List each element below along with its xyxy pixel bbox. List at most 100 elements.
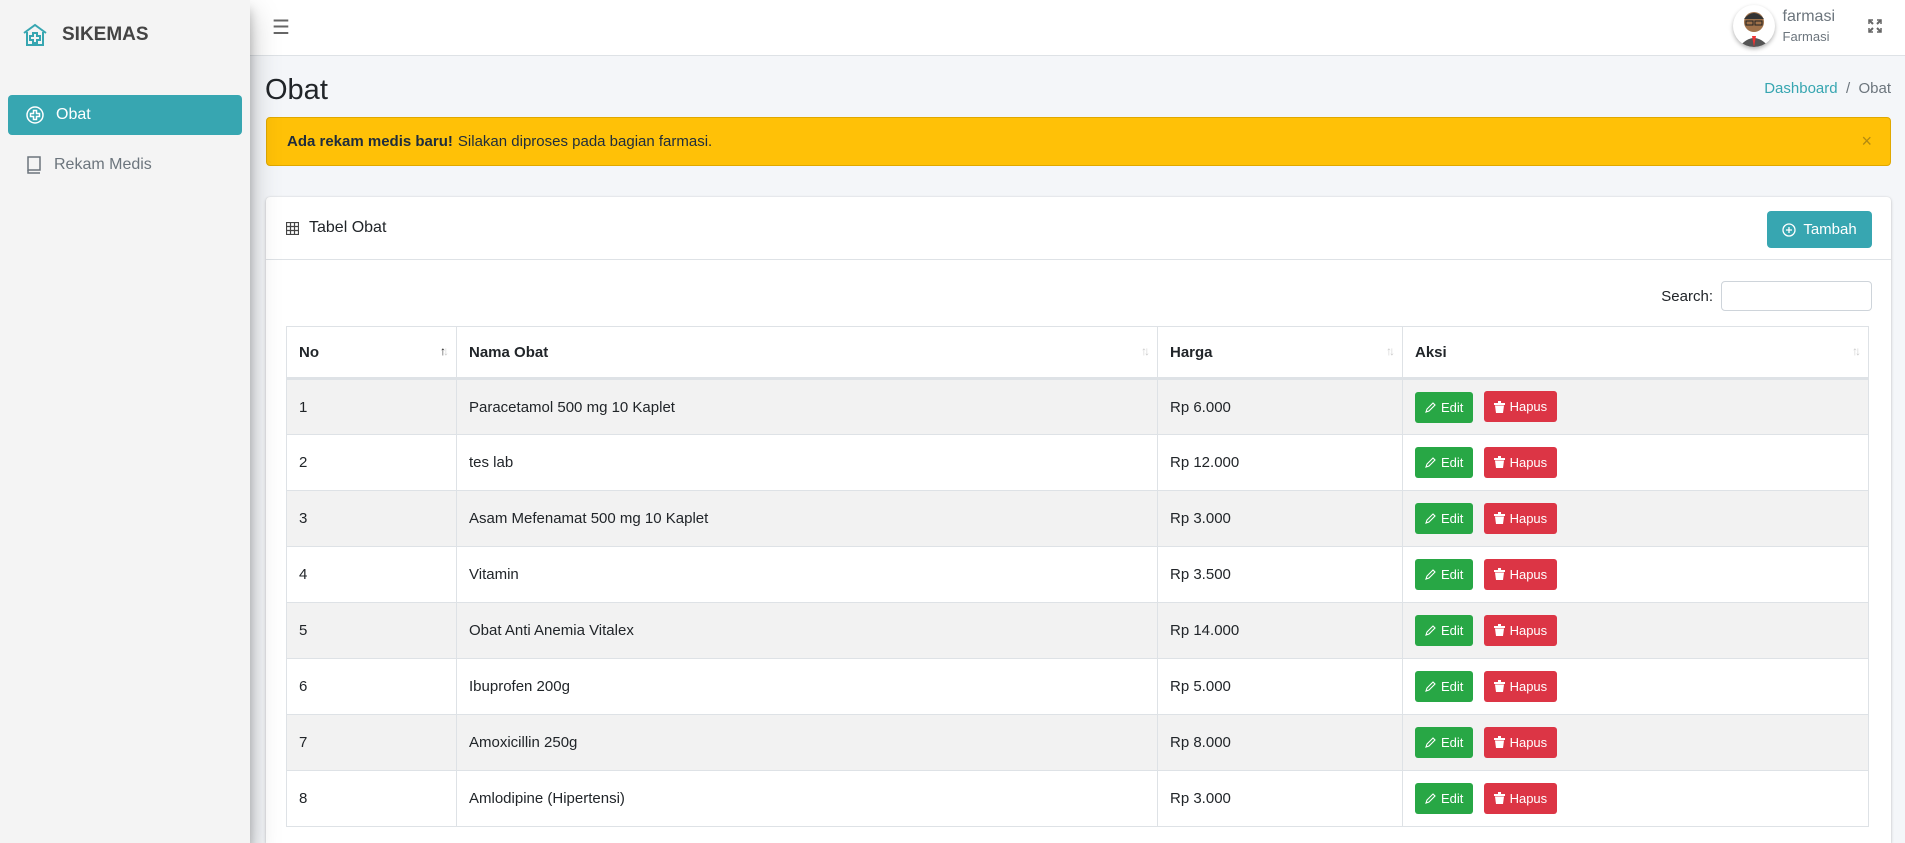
alert-text: Silakan diproses pada bagian farmasi.: [457, 133, 713, 150]
table-row: 7 Amoxicillin 250g Rp 8.000 Edit Hapus: [286, 714, 1869, 771]
edit-button[interactable]: Edit: [1415, 559, 1474, 591]
medical-plus-circle-icon: [26, 106, 44, 124]
search-input[interactable]: [1721, 281, 1872, 311]
card-title: Tabel Obat: [309, 219, 387, 236]
table-row: 6 Ibuprofen 200g Rp 5.000 Edit Hapus: [286, 658, 1869, 715]
cell-harga: Rp 3.500: [1157, 546, 1403, 603]
cell-nama-obat: Obat Anti Anemia Vitalex: [456, 602, 1158, 659]
delete-button[interactable]: Hapus: [1483, 391, 1558, 423]
user-menu[interactable]: farmasi Farmasi: [1732, 5, 1835, 47]
sidebar-item-label: Obat: [56, 106, 91, 123]
cell-harga: Rp 3.000: [1157, 770, 1403, 827]
cell-harga: Rp 14.000: [1157, 602, 1403, 659]
cell-harga: Rp 8.000: [1157, 714, 1403, 771]
column-header-harga[interactable]: Harga ↑↓: [1157, 326, 1403, 380]
delete-button[interactable]: Hapus: [1483, 670, 1558, 702]
cell-harga: Rp 12.000: [1157, 434, 1403, 491]
close-icon[interactable]: ×: [1861, 131, 1872, 151]
cell-no: 5: [286, 602, 457, 659]
cell-nama-obat: Asam Mefenamat 500 mg 10 Kaplet: [456, 490, 1158, 547]
table-row: 5 Obat Anti Anemia Vitalex Rp 14.000 Edi…: [286, 602, 1869, 659]
menu-toggle-icon[interactable]: ☰: [272, 17, 290, 39]
column-header-no[interactable]: No ↑↓: [286, 326, 457, 380]
trash-icon: [1493, 792, 1505, 805]
cell-aksi: Edit Hapus: [1402, 490, 1869, 547]
breadcrumb-dashboard[interactable]: Dashboard: [1764, 80, 1838, 97]
delete-button[interactable]: Hapus: [1483, 726, 1558, 758]
fullscreen-icon[interactable]: [1867, 18, 1883, 38]
cell-aksi: Edit Hapus: [1402, 770, 1869, 827]
cell-aksi: Edit Hapus: [1402, 434, 1869, 491]
cell-no: 3: [286, 490, 457, 547]
cell-aksi: Edit Hapus: [1402, 658, 1869, 715]
breadcrumb-current: Obat: [1858, 80, 1891, 97]
cell-harga: Rp 5.000: [1157, 658, 1403, 715]
column-header-nama-obat[interactable]: Nama Obat ↑↓: [456, 326, 1158, 380]
column-header-aksi[interactable]: Aksi ↑↓: [1402, 326, 1869, 380]
edit-button[interactable]: Edit: [1415, 391, 1474, 423]
trash-icon: [1493, 400, 1505, 413]
sidebar-item-rekam-medis[interactable]: Rekam Medis: [8, 145, 242, 185]
brand-name: SIKEMAS: [62, 24, 149, 45]
cell-no: 4: [286, 546, 457, 603]
trash-icon: [1493, 512, 1505, 525]
brand-link[interactable]: SIKEMAS: [0, 0, 250, 70]
pencil-icon: [1425, 513, 1436, 525]
sort-icon: ↑↓: [1386, 344, 1395, 358]
edit-button[interactable]: Edit: [1415, 503, 1474, 535]
add-medicine-button[interactable]: Tambah: [1767, 211, 1872, 248]
cell-aksi: Edit Hapus: [1402, 546, 1869, 603]
sort-asc-icon: ↑↓: [440, 344, 449, 358]
cell-nama-obat: Paracetamol 500 mg 10 Kaplet: [456, 378, 1158, 435]
delete-button[interactable]: Hapus: [1483, 446, 1558, 478]
cell-aksi: Edit Hapus: [1402, 714, 1869, 771]
plus-circle-icon: [1782, 222, 1796, 237]
cell-nama-obat: Vitamin: [456, 546, 1158, 603]
sort-icon: ↑↓: [1141, 344, 1150, 358]
table-row: 2 tes lab Rp 12.000 Edit Hapus: [286, 434, 1869, 491]
pencil-icon: [1425, 457, 1436, 469]
trash-icon: [1493, 680, 1505, 693]
pencil-icon: [1425, 793, 1436, 805]
sidebar-item-label: Rekam Medis: [54, 156, 152, 173]
cell-nama-obat: tes lab: [456, 434, 1158, 491]
delete-button[interactable]: Hapus: [1483, 558, 1558, 590]
trash-icon: [1493, 456, 1505, 469]
cell-harga: Rp 6.000: [1157, 378, 1403, 435]
edit-button[interactable]: Edit: [1415, 783, 1474, 815]
pencil-icon: [1425, 681, 1436, 693]
edit-button[interactable]: Edit: [1415, 727, 1474, 759]
table-row: 4 Vitamin Rp 3.500 Edit Hapus: [286, 546, 1869, 603]
pencil-icon: [1425, 569, 1436, 581]
cell-aksi: Edit Hapus: [1402, 602, 1869, 659]
sort-icon: ↑↓: [1852, 344, 1861, 358]
cell-nama-obat: Amoxicillin 250g: [456, 714, 1158, 771]
edit-button[interactable]: Edit: [1415, 447, 1474, 479]
medicine-table: No ↑↓ Nama Obat ↑↓ Harga ↑↓ Aksi ↑↓ 1 Parace…: [286, 326, 1869, 827]
sidebar-item-obat[interactable]: Obat: [8, 95, 242, 135]
trash-icon: [1493, 736, 1505, 749]
sidebar: SIKEMAS Obat Rekam Medis: [0, 0, 250, 843]
delete-button[interactable]: Hapus: [1483, 502, 1558, 534]
breadcrumb: Dashboard / Obat: [1764, 80, 1891, 97]
user-name: farmasi: [1782, 8, 1835, 25]
add-button-label: Tambah: [1803, 221, 1857, 238]
table-row: 3 Asam Mefenamat 500 mg 10 Kaplet Rp 3.0…: [286, 490, 1869, 547]
trash-icon: [1493, 624, 1505, 637]
page-title: Obat: [265, 74, 328, 106]
edit-button[interactable]: Edit: [1415, 671, 1474, 703]
new-record-alert: Ada rekam medis baru! Silakan diproses p…: [266, 117, 1891, 166]
table-row: 8 Amlodipine (Hipertensi) Rp 3.000 Edit …: [286, 770, 1869, 827]
cell-nama-obat: Ibuprofen 200g: [456, 658, 1158, 715]
table-icon: [286, 221, 299, 235]
pencil-icon: [1425, 625, 1436, 637]
trash-icon: [1493, 568, 1505, 581]
delete-button[interactable]: Hapus: [1483, 614, 1558, 646]
edit-button[interactable]: Edit: [1415, 615, 1474, 647]
breadcrumb-separator: /: [1841, 80, 1855, 97]
pencil-icon: [1425, 401, 1436, 413]
delete-button[interactable]: Hapus: [1483, 782, 1558, 814]
table-row: 1 Paracetamol 500 mg 10 Kaplet Rp 6.000 …: [286, 378, 1869, 435]
search-label: Search:: [1661, 287, 1713, 305]
top-navbar: ☰ farmasi Farmasi: [250, 0, 1905, 56]
